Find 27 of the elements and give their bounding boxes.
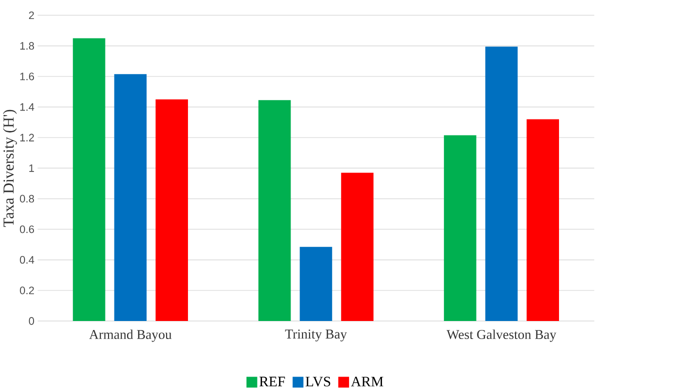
bar: [485, 46, 518, 321]
bar: [258, 100, 291, 321]
legend-label: REF: [259, 376, 285, 386]
x-tick-label: Armand Bayou: [89, 329, 172, 342]
bar: [341, 172, 374, 321]
bar: [526, 119, 560, 321]
y-tick-label: 1.4: [20, 103, 34, 111]
y-tick-label: 1.2: [20, 134, 34, 142]
bar: [72, 38, 106, 321]
y-tick-label: 0.2: [20, 286, 34, 294]
bar: [114, 74, 147, 321]
y-tick-label: 0.6: [20, 225, 34, 233]
y-tick-label: 1: [29, 164, 34, 172]
bar: [156, 99, 188, 321]
y-tick-label: 0.4: [20, 256, 34, 264]
x-tick-label: Trinity Bay: [285, 329, 347, 342]
y-tick-label: 1.6: [20, 72, 34, 80]
y-tick-label: 1.8: [20, 42, 34, 50]
y-tick-label: 0.8: [20, 194, 34, 202]
y-tick-label: 2: [29, 11, 34, 19]
legend-label: ARM: [350, 376, 384, 386]
legend-label: LVS: [306, 376, 330, 386]
bar: [444, 135, 476, 321]
y-axis-title: Taxa Diversity (H'): [3, 110, 17, 227]
bar: [300, 246, 332, 321]
y-tick-label: 0: [28, 317, 34, 325]
x-tick-label: West Galveston Bay: [446, 329, 556, 342]
